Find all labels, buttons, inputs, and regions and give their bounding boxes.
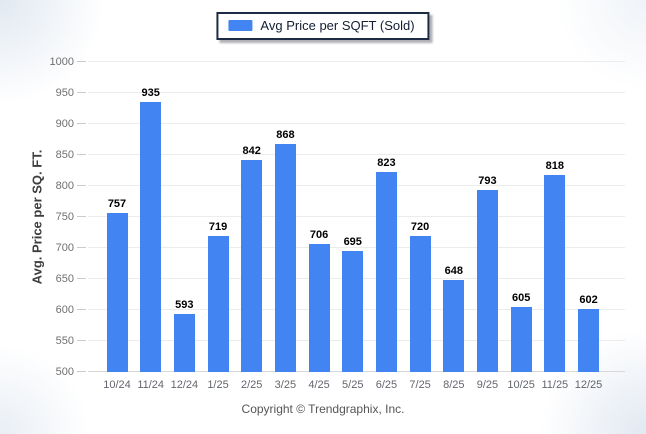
x-tick-label: 10/24 <box>103 379 131 391</box>
x-tick-label: 6/25 <box>375 379 398 391</box>
bar[interactable] <box>207 236 229 372</box>
y-tick <box>77 123 86 124</box>
y-tick-label: 900 <box>55 118 74 130</box>
legend: Avg Price per SQFT (Sold) <box>216 12 430 40</box>
bar-value-label: 706 <box>309 229 329 242</box>
y-tick <box>77 247 86 248</box>
y-tick <box>77 216 86 217</box>
bar[interactable] <box>375 171 397 372</box>
bar[interactable] <box>106 212 128 372</box>
x-tick-label: 1/25 <box>207 379 229 391</box>
y-tick-label: 650 <box>55 273 74 285</box>
x-tick-label: 11/24 <box>137 379 165 391</box>
gridline <box>88 154 625 155</box>
bar-value-label: 648 <box>444 265 463 278</box>
y-tick <box>77 371 86 372</box>
bar-value-label: 868 <box>276 128 295 141</box>
bar[interactable] <box>578 308 600 372</box>
x-tick-label: 2/25 <box>241 379 263 391</box>
bar-value-label: 720 <box>410 220 430 233</box>
x-tick-label: 5/25 <box>342 379 364 391</box>
y-tick <box>77 154 86 155</box>
bar-value-label: 602 <box>579 293 598 306</box>
gridline <box>88 61 625 62</box>
y-tick <box>77 185 86 186</box>
x-tick-label: 11/25 <box>541 379 569 391</box>
x-tick-label: 12/24 <box>170 379 199 391</box>
legend-label: Avg Price per SQFT (Sold) <box>260 18 415 33</box>
y-tick-label: 700 <box>55 242 74 254</box>
y-tick-label: 1000 <box>49 56 74 68</box>
y-tick <box>77 309 86 310</box>
y-tick-label: 950 <box>55 87 74 99</box>
bar[interactable] <box>409 235 431 372</box>
bar[interactable] <box>173 314 195 372</box>
bar-value-label: 823 <box>377 156 396 169</box>
bar[interactable] <box>544 174 566 372</box>
x-tick-label: 7/25 <box>409 379 431 391</box>
copyright-text: Copyright © Trendgraphix, Inc. <box>241 402 405 416</box>
bar[interactable] <box>510 306 532 372</box>
y-tick-label: 750 <box>55 211 74 223</box>
y-tick <box>77 278 86 279</box>
bar-value-label: 757 <box>107 197 127 210</box>
legend-swatch-icon <box>228 20 253 31</box>
bar-value-label: 605 <box>511 291 531 304</box>
x-tick-label: 8/25 <box>443 379 465 391</box>
y-tick-label: 500 <box>55 366 74 378</box>
x-tick-label: 4/25 <box>308 379 330 391</box>
bar-value-label: 593 <box>175 299 194 312</box>
gridline <box>88 92 625 93</box>
y-tick-label: 850 <box>55 149 74 161</box>
x-tick-label: 12/25 <box>574 379 603 391</box>
y-tick-label: 800 <box>55 180 74 192</box>
y-axis: 500 550 600 650 700 750 800 850 900 950 1000 <box>0 56 88 378</box>
y-tick-label: 550 <box>55 335 74 347</box>
bar-value-label: 842 <box>242 144 261 157</box>
gridline <box>88 216 625 217</box>
bar-value-label: 719 <box>208 221 228 234</box>
bar[interactable] <box>274 143 296 372</box>
x-tick-label: 9/25 <box>476 379 499 391</box>
bar[interactable] <box>342 251 364 372</box>
bar-value-label: 818 <box>545 159 564 172</box>
bar[interactable] <box>140 102 162 372</box>
x-tick-label: 10/25 <box>507 379 535 391</box>
gridline <box>88 247 625 248</box>
y-tick-label: 600 <box>55 304 74 316</box>
gridline <box>88 185 625 186</box>
bar-value-label: 935 <box>141 87 160 100</box>
bar[interactable] <box>476 190 498 372</box>
y-tick <box>77 340 86 341</box>
plot-area: 757 10/24 935 11/24 593 12/24 719 1/25 842 2/25 86… <box>88 61 625 391</box>
bar[interactable] <box>241 159 263 372</box>
y-tick <box>77 92 86 93</box>
gridline <box>88 123 625 124</box>
bar-value-label: 793 <box>478 175 497 188</box>
bar[interactable] <box>443 280 465 372</box>
x-tick-label: 3/25 <box>274 379 297 391</box>
bar[interactable] <box>308 244 330 372</box>
y-tick <box>77 61 86 62</box>
bar-value-label: 695 <box>343 236 362 249</box>
